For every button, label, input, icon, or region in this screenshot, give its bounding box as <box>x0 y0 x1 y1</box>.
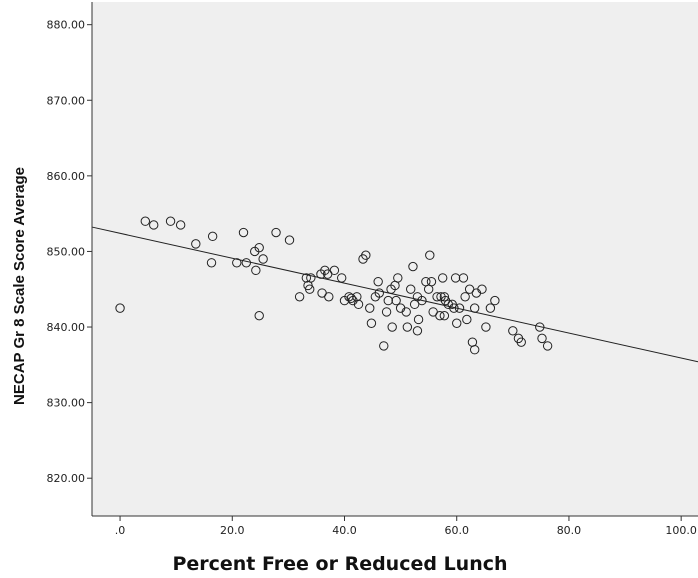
data-point <box>232 258 242 268</box>
data-points <box>115 216 553 355</box>
data-point <box>402 322 413 332</box>
data-point <box>391 295 401 306</box>
data-point <box>374 288 384 298</box>
data-point <box>485 303 496 313</box>
data-point <box>432 292 442 302</box>
data-point <box>413 314 424 325</box>
data-point <box>542 341 553 351</box>
axes: 820.00 830.00 840.00 850.00 860.00 870.00 880.… <box>47 2 698 537</box>
y-tick-label: 870.00 <box>47 94 86 107</box>
data-point <box>352 292 362 302</box>
y-tick-label: 840.00 <box>47 321 86 334</box>
data-point <box>417 295 427 306</box>
data-point <box>406 284 416 294</box>
data-point <box>284 235 295 245</box>
data-point <box>241 258 252 268</box>
data-point <box>294 292 305 302</box>
data-point <box>251 265 261 276</box>
y-axis-title: NECAP Gr 8 Scale Score Average <box>11 167 28 405</box>
data-point <box>437 273 448 283</box>
x-axis-title: Percent Free or Reduced Lunch <box>172 553 507 575</box>
x-tick-label: 100.0 <box>665 524 697 537</box>
data-point <box>387 322 397 332</box>
data-point <box>435 310 445 321</box>
x-tick-label: 80.0 <box>557 524 582 537</box>
data-point <box>383 295 393 306</box>
data-point <box>306 273 316 283</box>
data-point <box>426 276 437 287</box>
data-point <box>336 273 347 283</box>
data-point <box>140 216 151 226</box>
data-point <box>254 242 264 253</box>
data-point <box>477 284 487 294</box>
data-point <box>449 303 459 313</box>
plot-area <box>92 2 698 516</box>
data-point <box>361 250 371 260</box>
data-point <box>379 341 389 351</box>
y-tick-label: 820.00 <box>47 472 86 485</box>
fit-line <box>91 226 698 363</box>
data-point <box>508 326 518 336</box>
y-tick-label: 850.00 <box>47 245 86 258</box>
data-point <box>206 258 217 268</box>
data-point <box>365 303 375 313</box>
data-point <box>238 227 249 238</box>
data-point <box>149 220 159 230</box>
y-tick-label: 830.00 <box>47 397 86 410</box>
data-point <box>408 261 418 272</box>
data-point <box>439 292 450 302</box>
data-point <box>481 322 491 332</box>
data-point <box>458 273 469 283</box>
data-point <box>191 239 201 249</box>
data-point <box>366 318 377 328</box>
data-point <box>469 303 480 313</box>
data-point <box>401 307 411 317</box>
data-point <box>460 292 470 302</box>
data-point <box>490 295 500 306</box>
data-point <box>393 273 403 283</box>
data-point <box>373 276 383 287</box>
data-point <box>254 310 264 321</box>
x-tick-label: 20.0 <box>220 524 245 537</box>
data-point <box>452 318 462 328</box>
y-tick-label: 880.00 <box>47 19 86 32</box>
data-point <box>301 273 312 283</box>
data-point <box>425 250 435 260</box>
x-tick-label: 60.0 <box>444 524 469 537</box>
data-point <box>346 293 356 304</box>
data-point <box>165 216 176 226</box>
fit-line-layer <box>91 226 698 363</box>
x-tick-label: 40.0 <box>332 524 357 537</box>
data-point <box>412 326 423 336</box>
data-point <box>329 265 340 276</box>
data-point <box>535 322 545 332</box>
data-point <box>271 227 281 238</box>
data-point <box>439 310 450 321</box>
data-point <box>115 303 125 313</box>
data-point <box>207 231 218 242</box>
data-point <box>324 292 334 302</box>
data-point <box>454 303 465 313</box>
data-point <box>516 337 526 347</box>
data-point <box>175 220 186 230</box>
data-point <box>258 254 268 264</box>
data-point <box>469 345 480 355</box>
data-point <box>537 333 547 344</box>
data-point <box>381 307 392 317</box>
data-point <box>462 314 472 325</box>
y-tick-label: 860.00 <box>47 170 86 183</box>
x-tick-label: .0 <box>115 524 126 537</box>
data-point <box>305 284 315 294</box>
data-point <box>353 299 364 310</box>
data-point <box>450 273 461 283</box>
